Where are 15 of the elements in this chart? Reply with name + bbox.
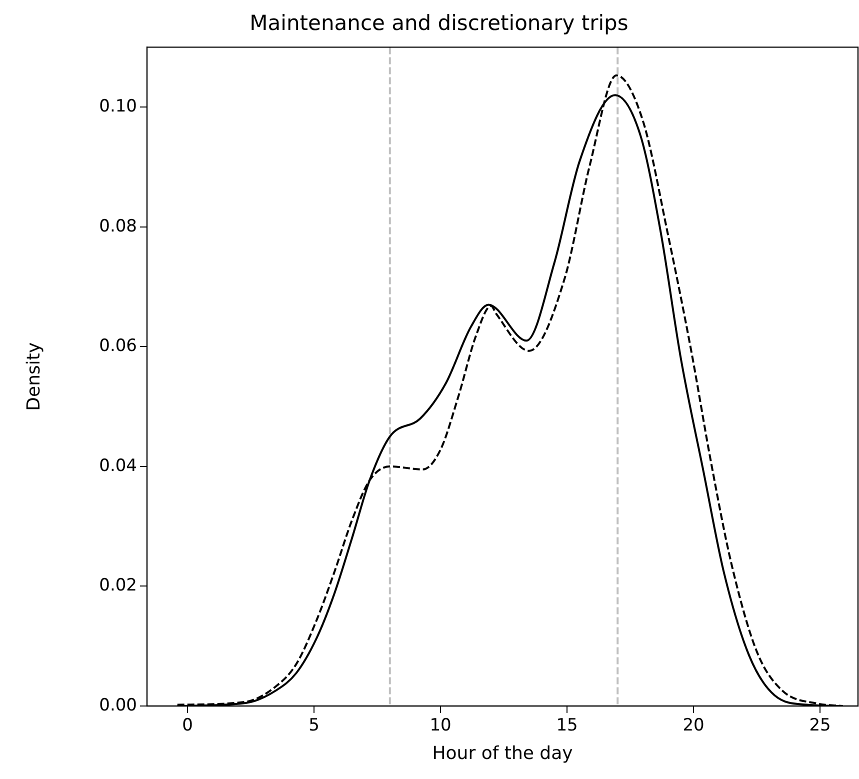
- y-tick-label: 0.02: [99, 576, 137, 596]
- x-tick-label: 0: [182, 716, 193, 736]
- y-tick-label: 0.04: [99, 456, 137, 476]
- x-tick-label: 20: [682, 716, 704, 736]
- x-tick-label: 15: [556, 716, 578, 736]
- chart-title: Maintenance and discretionary trips: [250, 11, 628, 36]
- x-axis-title: Hour of the day: [432, 742, 574, 764]
- y-tick-label: 0.06: [99, 336, 137, 356]
- y-tick-label: 0.00: [99, 695, 137, 716]
- x-tick-label: 10: [430, 716, 452, 736]
- y-tick-label: 0.08: [99, 216, 137, 236]
- y-tick-label: 0.10: [99, 96, 137, 117]
- y-axis-title: Density: [23, 342, 44, 411]
- x-tick-label: 5: [308, 716, 320, 736]
- x-tick-label: 25: [809, 716, 831, 736]
